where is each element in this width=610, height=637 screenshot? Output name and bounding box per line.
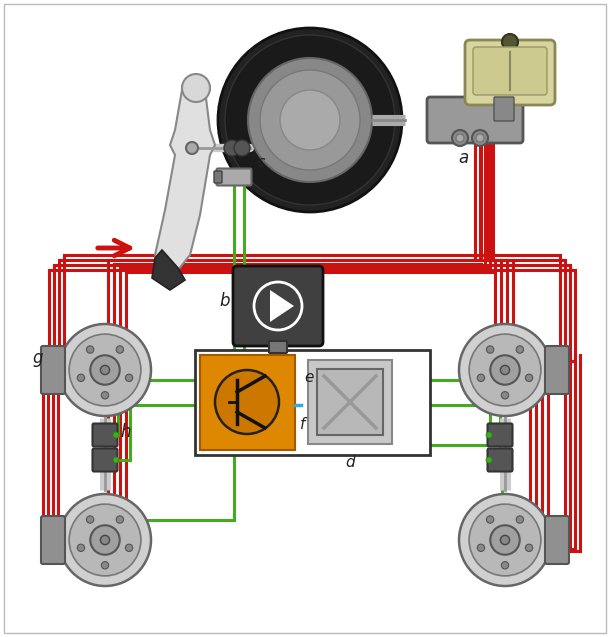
Circle shape: [101, 562, 109, 569]
Text: f: f: [300, 417, 306, 432]
Circle shape: [490, 355, 520, 385]
FancyBboxPatch shape: [269, 341, 287, 353]
Text: g: g: [32, 349, 43, 367]
Circle shape: [452, 130, 468, 146]
FancyBboxPatch shape: [93, 424, 118, 447]
Circle shape: [69, 504, 141, 576]
FancyBboxPatch shape: [487, 424, 512, 447]
FancyBboxPatch shape: [494, 97, 514, 121]
FancyBboxPatch shape: [465, 40, 555, 105]
Circle shape: [456, 134, 464, 142]
Circle shape: [182, 74, 210, 102]
Circle shape: [516, 346, 523, 353]
Circle shape: [472, 130, 488, 146]
Circle shape: [501, 562, 509, 569]
Text: d: d: [345, 455, 354, 470]
FancyBboxPatch shape: [427, 97, 523, 143]
Circle shape: [59, 494, 151, 586]
FancyBboxPatch shape: [545, 346, 569, 394]
Circle shape: [469, 334, 541, 406]
Polygon shape: [155, 85, 215, 270]
Circle shape: [525, 544, 533, 552]
Circle shape: [225, 35, 395, 205]
Circle shape: [525, 374, 533, 382]
Circle shape: [77, 544, 85, 552]
Text: e: e: [304, 370, 314, 385]
Circle shape: [116, 346, 124, 353]
Circle shape: [260, 70, 360, 170]
Circle shape: [126, 374, 133, 382]
Circle shape: [87, 346, 94, 353]
FancyBboxPatch shape: [233, 266, 323, 346]
Circle shape: [101, 392, 109, 399]
Circle shape: [113, 432, 119, 438]
Circle shape: [90, 355, 120, 385]
Text: h: h: [120, 423, 131, 441]
Circle shape: [90, 526, 120, 555]
FancyBboxPatch shape: [41, 516, 65, 564]
Polygon shape: [270, 290, 294, 322]
Circle shape: [459, 324, 551, 416]
Circle shape: [248, 58, 372, 182]
Circle shape: [280, 90, 340, 150]
Circle shape: [486, 516, 494, 523]
Circle shape: [477, 374, 484, 382]
Circle shape: [469, 504, 541, 576]
Circle shape: [500, 536, 509, 545]
Circle shape: [224, 140, 240, 156]
Circle shape: [490, 526, 520, 555]
Circle shape: [101, 366, 110, 375]
Circle shape: [218, 28, 402, 212]
FancyBboxPatch shape: [200, 355, 295, 450]
Circle shape: [476, 134, 484, 142]
Circle shape: [500, 366, 509, 375]
Circle shape: [101, 536, 110, 545]
FancyBboxPatch shape: [545, 516, 569, 564]
Circle shape: [69, 334, 141, 406]
Circle shape: [516, 516, 523, 523]
Circle shape: [486, 346, 494, 353]
Circle shape: [87, 516, 94, 523]
FancyBboxPatch shape: [93, 448, 118, 471]
Circle shape: [459, 494, 551, 586]
FancyBboxPatch shape: [487, 448, 512, 471]
FancyBboxPatch shape: [317, 369, 383, 435]
Circle shape: [477, 544, 484, 552]
Circle shape: [486, 432, 492, 438]
Circle shape: [126, 544, 133, 552]
Circle shape: [502, 34, 518, 50]
Circle shape: [116, 516, 124, 523]
FancyBboxPatch shape: [4, 4, 606, 633]
Text: c: c: [256, 155, 264, 170]
FancyBboxPatch shape: [195, 350, 430, 455]
Polygon shape: [152, 250, 185, 290]
Text: a: a: [458, 149, 468, 167]
Circle shape: [234, 140, 250, 156]
FancyBboxPatch shape: [41, 346, 65, 394]
FancyBboxPatch shape: [217, 169, 251, 185]
Circle shape: [59, 324, 151, 416]
FancyBboxPatch shape: [214, 171, 222, 183]
Text: b: b: [219, 292, 229, 310]
Circle shape: [113, 457, 119, 463]
FancyBboxPatch shape: [308, 360, 392, 444]
FancyBboxPatch shape: [473, 47, 547, 95]
Circle shape: [486, 457, 492, 463]
Circle shape: [186, 142, 198, 154]
Circle shape: [215, 370, 279, 434]
Circle shape: [501, 392, 509, 399]
Circle shape: [77, 374, 85, 382]
